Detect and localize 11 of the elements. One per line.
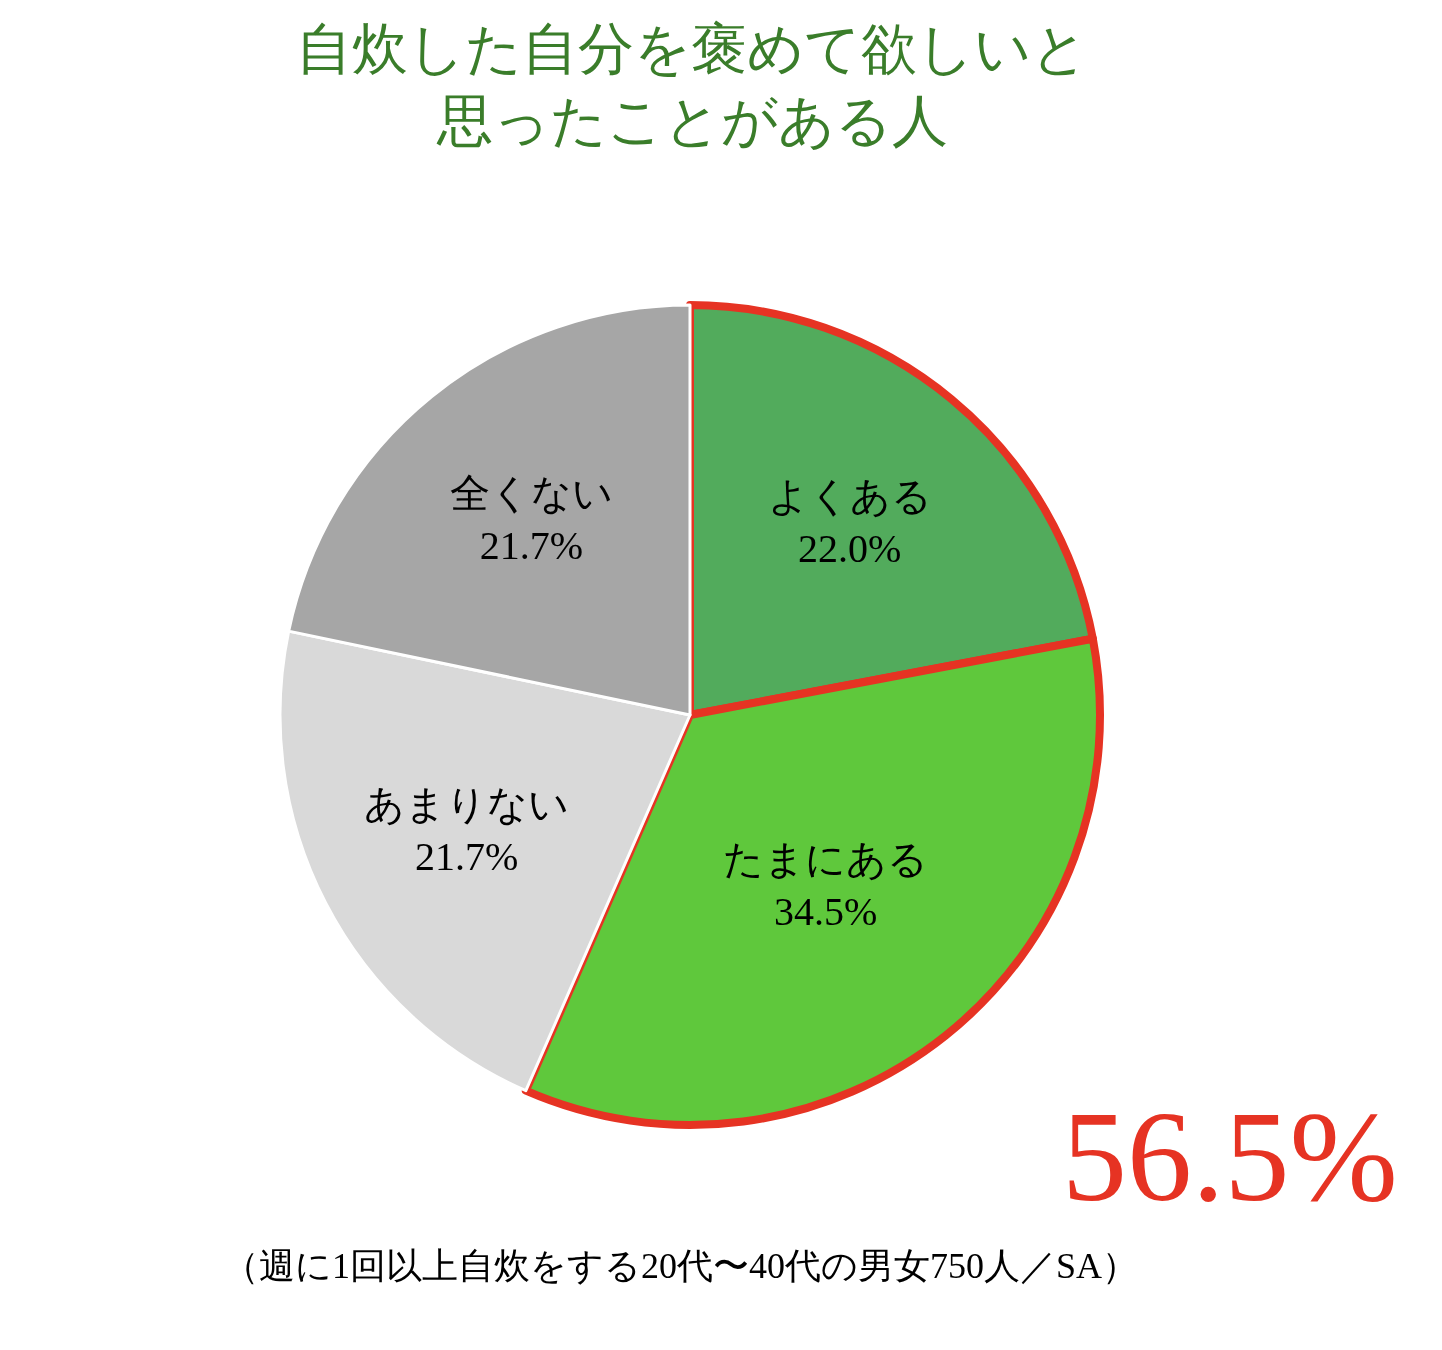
slice-label: あまりない [364,781,570,827]
data-label: 21.7% [479,523,584,569]
data-label: 21.7% [414,833,519,879]
chart-title: 自炊した自分を褒めて欲しいと思ったことがある人 [296,17,1089,153]
data-label: 34.5% [773,888,878,934]
slice-label: たまにある [723,836,929,882]
data-label: 22.0% [798,525,902,571]
text: 56.5% [1062,1084,1398,1228]
text: （週に1回以上自炊をする20代〜40代の男女750人／SA） [223,1246,1139,1286]
slice-label: よくある [767,473,932,519]
slice-label: 全くない [449,471,613,517]
